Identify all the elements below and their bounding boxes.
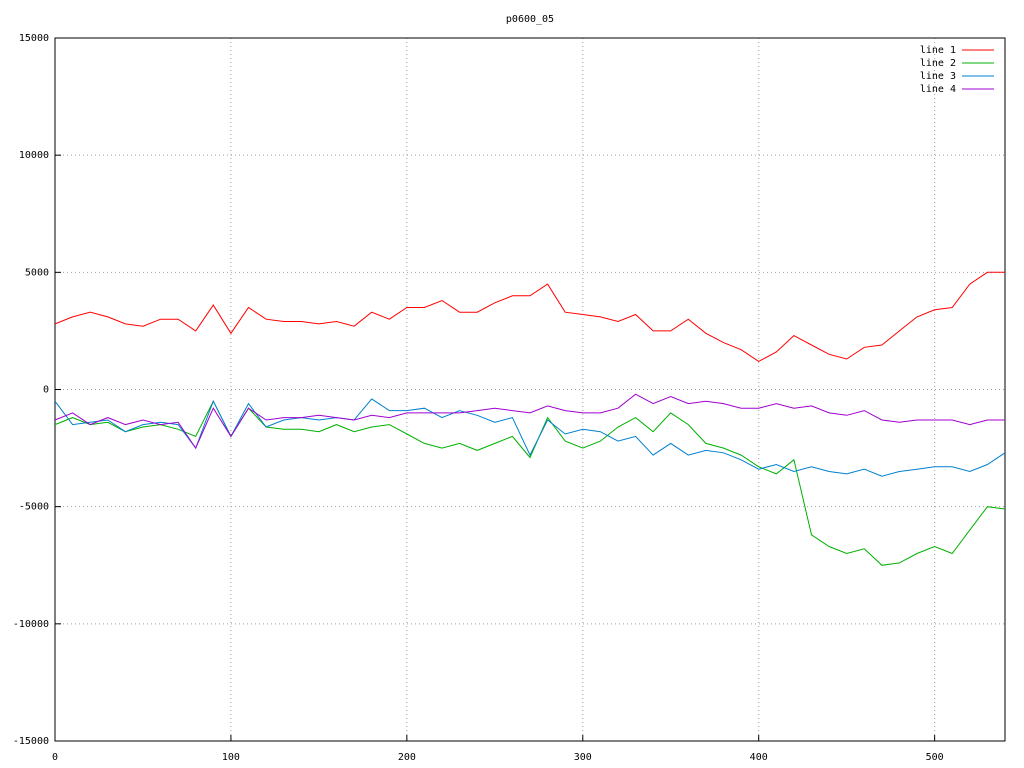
chart-title: p0600_05 [506,14,554,25]
x-tick-label: 200 [398,752,416,763]
x-tick-label: 400 [750,752,768,763]
plot-frame [54,37,1006,742]
data-line [54,393,1005,450]
x-tick-label: 0 [52,752,58,763]
x-tick-label: 500 [926,752,944,763]
data-line [54,400,1006,566]
x-tick-label: 300 [574,752,592,763]
y-tick-label: -5000 [19,502,49,513]
legend-label: line 3 [920,71,956,82]
y-tick-label: -10000 [13,619,49,630]
y-tick-label: 10000 [19,150,49,161]
y-tick-label: 15000 [19,33,49,44]
data-line [54,271,1005,362]
y-tick-label: -15000 [13,736,49,747]
y-tick-label: 0 [43,385,49,396]
legend-label: line 2 [920,58,956,69]
legend-label: line 1 [920,45,956,56]
x-tick-label: 100 [222,752,240,763]
data-line [54,398,1006,477]
legend-label: line 4 [920,84,956,95]
y-tick-label: 5000 [25,267,49,278]
